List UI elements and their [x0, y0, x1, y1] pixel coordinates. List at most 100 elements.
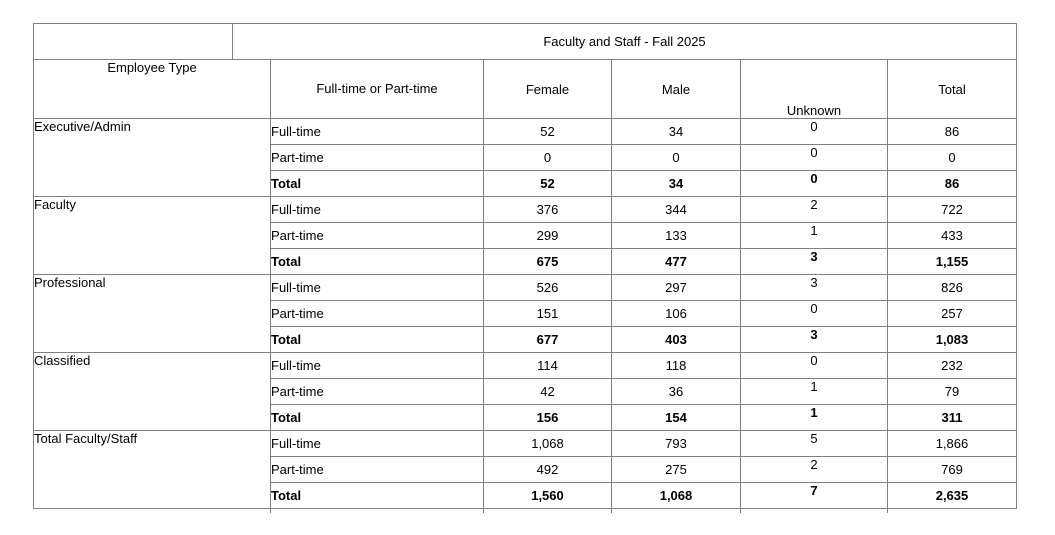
col-header-female: Female	[483, 59, 612, 119]
col-header-male: Male	[611, 59, 741, 119]
cell-male: 297	[611, 274, 741, 301]
gridline-stub	[483, 508, 484, 513]
cell-total: 86	[887, 118, 1017, 145]
cell-male: 106	[611, 300, 741, 327]
col-header-total: Total	[887, 59, 1017, 119]
col-header-employee-type: Employee Type	[33, 59, 271, 119]
cell-male: 477	[611, 248, 741, 275]
employee-type-executive-admin: Executive/Admin	[33, 118, 271, 197]
cell-female: 376	[483, 196, 612, 223]
cell-female: 1,068	[483, 430, 612, 457]
cell-unknown: 1	[740, 404, 888, 431]
table-row-total: Total 52 34 0 86	[34, 170, 1017, 197]
cell-unknown: 7	[740, 482, 888, 509]
cell-female: 299	[483, 222, 612, 249]
cell-total: 1,083	[887, 326, 1017, 353]
cell-female: 1,560	[483, 482, 612, 509]
cell-female: 52	[483, 170, 612, 197]
row-label: Part-time	[270, 300, 484, 327]
cell-female: 52	[483, 118, 612, 145]
cell-female: 156	[483, 404, 612, 431]
cell-total: 79	[887, 378, 1017, 405]
row-label: Part-time	[270, 378, 484, 405]
cell-female: 114	[483, 352, 612, 379]
cell-male: 403	[611, 326, 741, 353]
cell-male: 133	[611, 222, 741, 249]
table-row: Total Faculty/Staff Full-time 1,068 793 …	[33, 430, 1017, 509]
cell-female: 42	[483, 378, 612, 405]
cell-unknown: 0	[740, 170, 888, 197]
cell-male: 793	[611, 430, 741, 457]
title-row: Faculty and Staff - Fall 2025	[33, 23, 1017, 60]
cell-unknown: 2	[740, 196, 888, 223]
row-label: Full-time	[270, 430, 484, 457]
cell-unknown: 3	[740, 274, 888, 301]
col-header-unknown: Unknown	[740, 59, 888, 119]
cell-total: 0	[887, 144, 1017, 171]
faculty-staff-table: Faculty and Staff - Fall 2025 Employee T…	[33, 23, 1017, 509]
page-title: Faculty and Staff - Fall 2025	[232, 23, 1017, 60]
employee-type-classified: Classified	[33, 352, 271, 431]
cell-male: 154	[611, 404, 741, 431]
row-label: Total	[270, 326, 484, 353]
table-row: Part-time 492 275 2 769	[34, 456, 1017, 483]
row-label: Part-time	[270, 144, 484, 171]
row-label: Part-time	[270, 222, 484, 249]
table-row: Professional Full-time 526 297 3 826	[33, 274, 1017, 353]
row-label: Total	[270, 404, 484, 431]
cell-unknown: 1	[740, 222, 888, 249]
table-row: Executive/Admin Full-time 52 34 0 86	[33, 118, 1017, 197]
gridline-stub	[740, 508, 741, 513]
cell-male: 34	[611, 118, 741, 145]
row-label: Total	[270, 170, 484, 197]
cell-male: 118	[611, 352, 741, 379]
cell-unknown: 0	[740, 118, 888, 145]
row-label: Total	[270, 482, 484, 509]
gridline-stub	[270, 508, 271, 513]
cell-male: 36	[611, 378, 741, 405]
header-row: Employee Type Full-time or Part-time Fem…	[33, 59, 1017, 119]
employee-type-faculty: Faculty	[33, 196, 271, 275]
employee-type-total-faculty-staff: Total Faculty/Staff	[33, 430, 271, 509]
cell-total: 826	[887, 274, 1017, 301]
cell-unknown: 1	[740, 378, 888, 405]
cell-total: 311	[887, 404, 1017, 431]
cell-male: 344	[611, 196, 741, 223]
cell-total: 1,866	[887, 430, 1017, 457]
gridline-stub	[611, 508, 612, 513]
table-row-total: Total 1,560 1,068 7 2,635	[34, 482, 1017, 509]
row-label: Part-time	[270, 456, 484, 483]
employee-type-professional: Professional	[33, 274, 271, 353]
row-label: Full-time	[270, 352, 484, 379]
cell-unknown: 3	[740, 248, 888, 275]
cell-female: 677	[483, 326, 612, 353]
cell-total: 2,635	[887, 482, 1017, 509]
cell-total: 86	[887, 170, 1017, 197]
table-row: Classified Full-time 114 118 0 232	[33, 352, 1017, 431]
cell-female: 492	[483, 456, 612, 483]
cell-male: 1,068	[611, 482, 741, 509]
cell-unknown: 5	[740, 430, 888, 457]
cell-female: 151	[483, 300, 612, 327]
cell-unknown: 3	[740, 326, 888, 353]
cell-total: 232	[887, 352, 1017, 379]
cell-male: 34	[611, 170, 741, 197]
cell-male: 275	[611, 456, 741, 483]
row-label: Full-time	[270, 274, 484, 301]
cell-unknown: 2	[740, 456, 888, 483]
cell-male: 0	[611, 144, 741, 171]
row-label: Total	[270, 248, 484, 275]
row-label: Full-time	[270, 196, 484, 223]
cell-unknown: 0	[740, 300, 888, 327]
table-row: Part-time 42 36 1 79	[34, 378, 1017, 405]
table-row: Faculty Full-time 376 344 2 722	[33, 196, 1017, 275]
cell-unknown: 0	[740, 352, 888, 379]
col-header-ft-pt: Full-time or Part-time	[270, 59, 484, 119]
table-row-total: Total 677 403 3 1,083	[34, 326, 1017, 353]
table-row: Part-time 0 0 0 0	[34, 144, 1017, 171]
cell-unknown: 0	[740, 144, 888, 171]
corner-cell	[33, 23, 233, 60]
cell-total: 769	[887, 456, 1017, 483]
cell-female: 526	[483, 274, 612, 301]
